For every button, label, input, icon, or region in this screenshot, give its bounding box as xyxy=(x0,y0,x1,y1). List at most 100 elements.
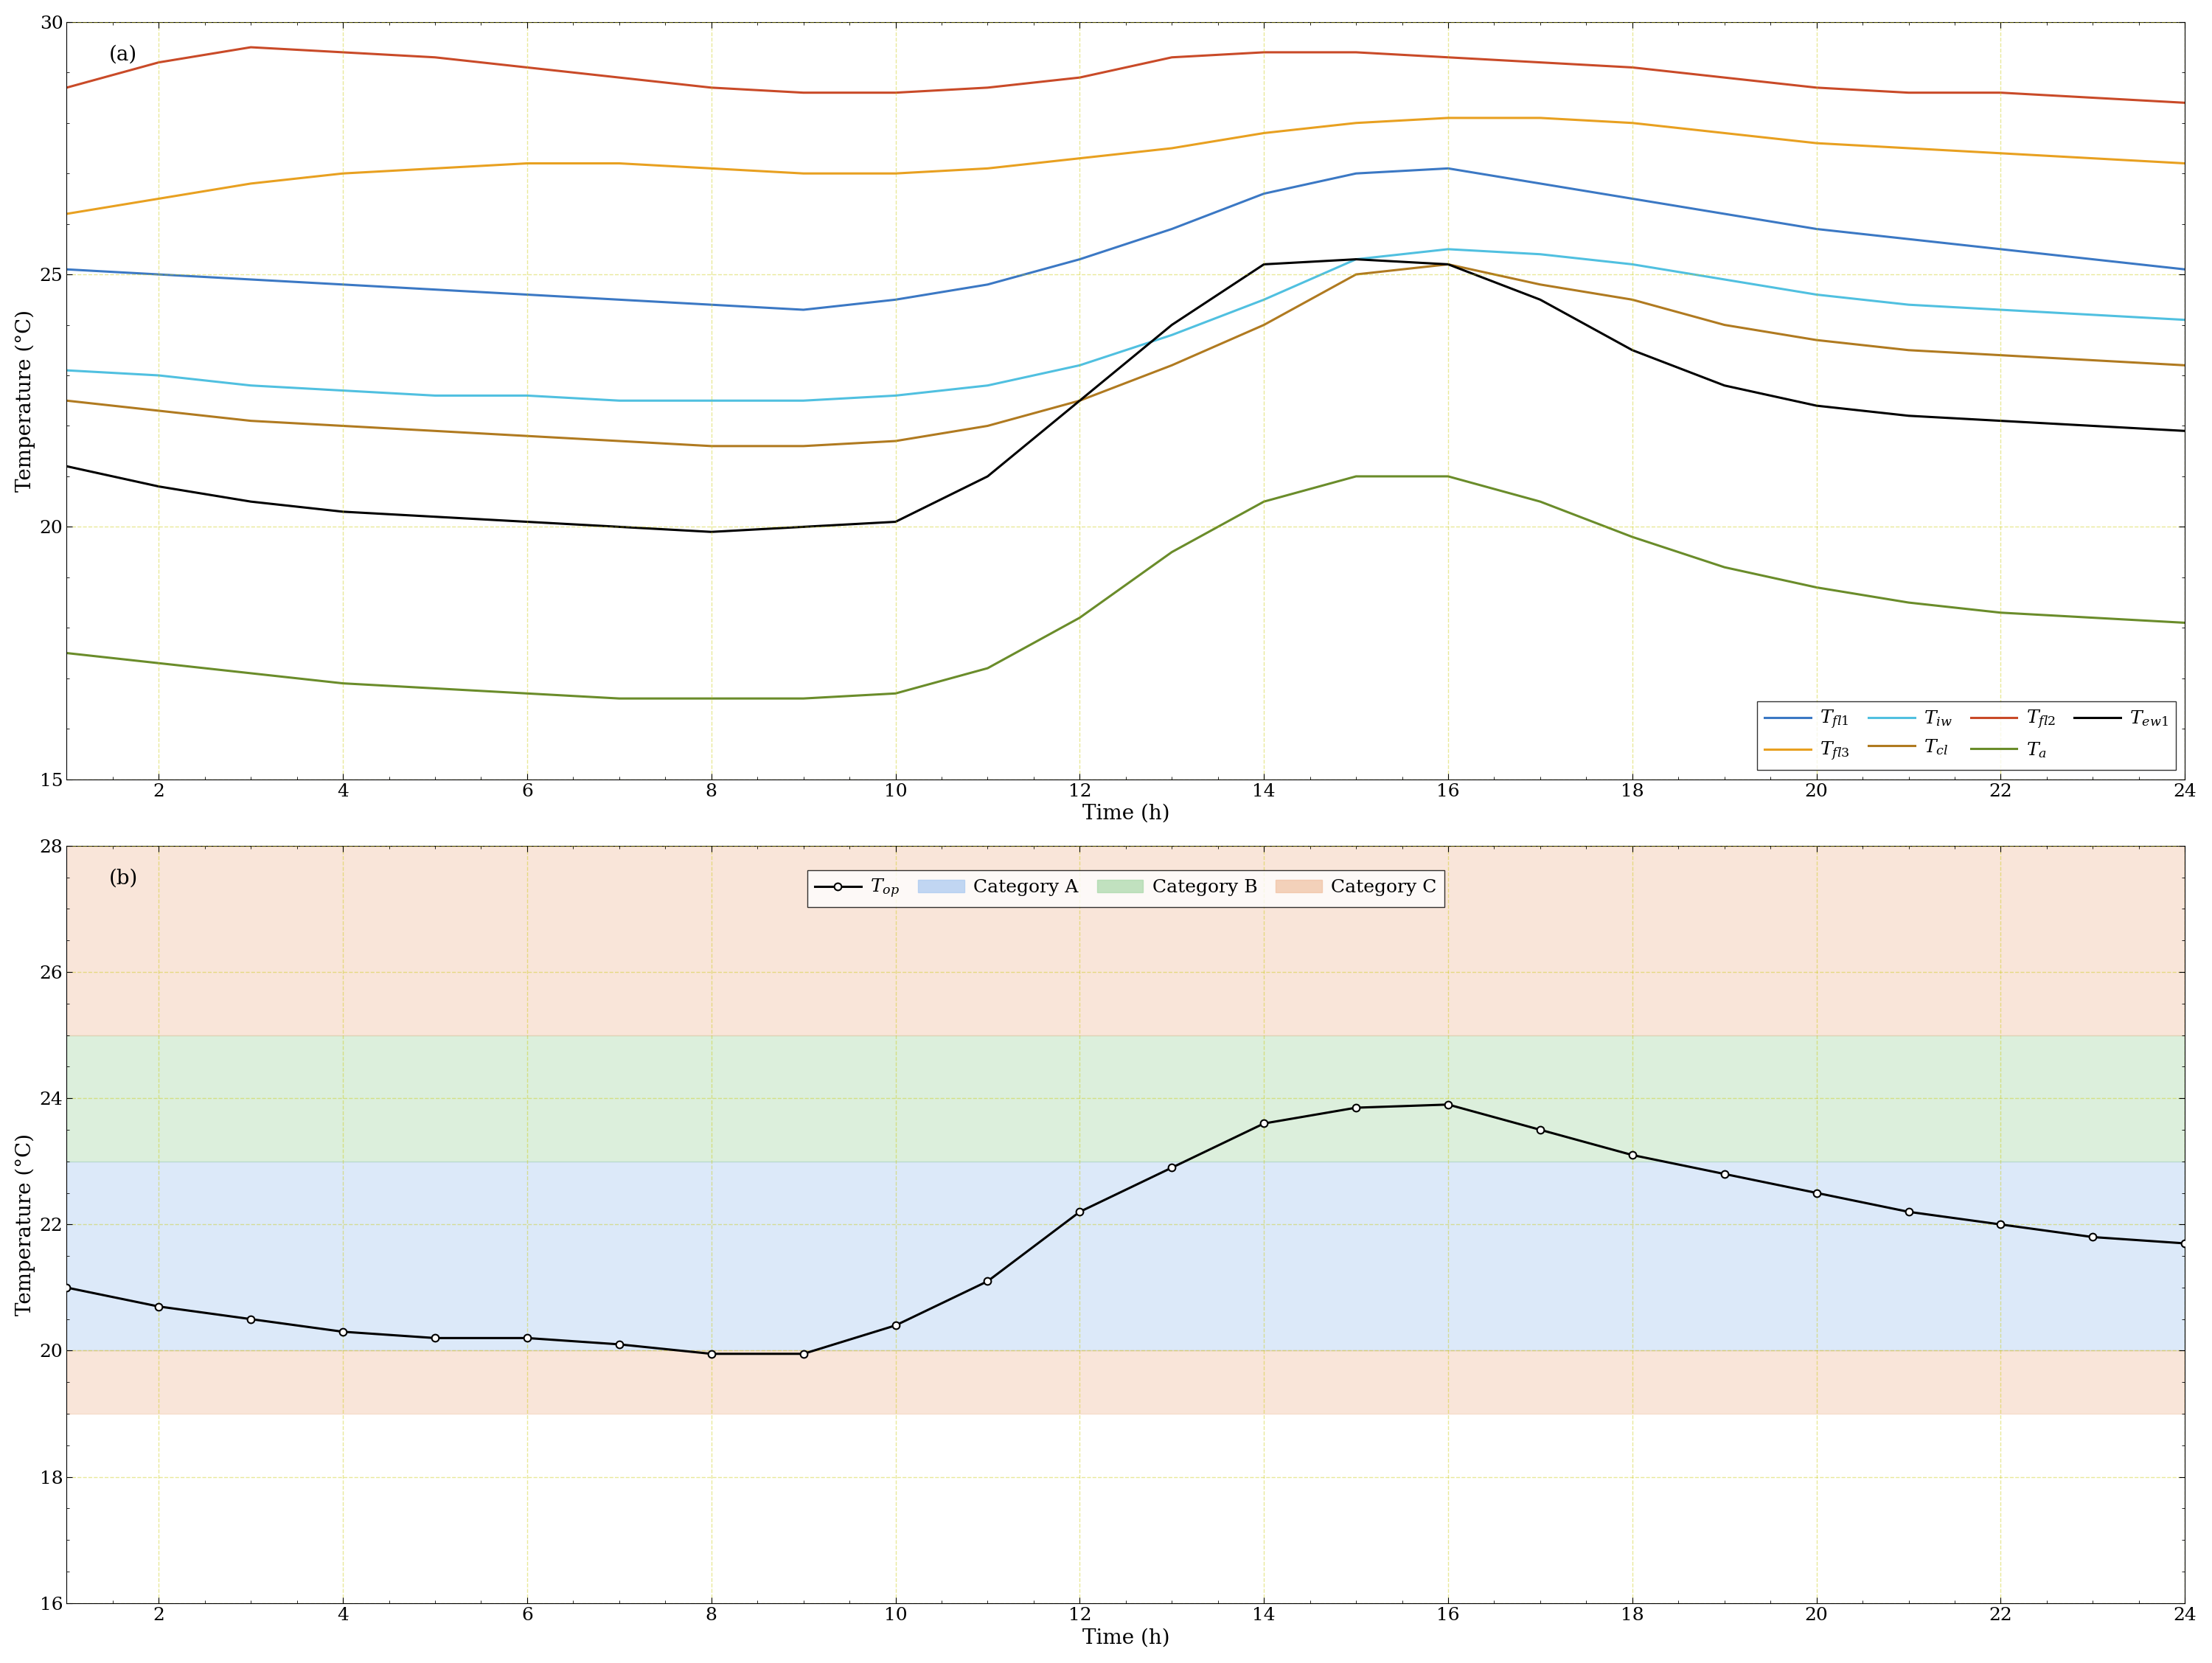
$T_{ew1}$ xyxy=(1526,289,1553,309)
$T_{ew1}$ xyxy=(1619,341,1646,361)
$T_{ew1}$ xyxy=(1250,254,1276,274)
$T_{a}$ xyxy=(1526,492,1553,512)
$T_{fl2}$ xyxy=(1712,68,1739,88)
Bar xyxy=(66,846,2185,1034)
$T_{fl3}$ xyxy=(790,163,816,183)
$T_{fl2}$ xyxy=(2079,88,2106,108)
$T_{fl3}$ xyxy=(513,153,540,173)
$T_{iw}$ xyxy=(1803,284,1829,304)
$T_{fl3}$ xyxy=(606,153,633,173)
$T_{fl2}$ xyxy=(53,78,80,98)
$T_{fl2}$ xyxy=(699,78,726,98)
$T_{fl2}$ xyxy=(422,47,449,67)
$T_{fl1}$ xyxy=(790,299,816,319)
$T_{fl2}$ xyxy=(1343,42,1369,62)
X-axis label: Time (h): Time (h) xyxy=(1082,803,1170,823)
$T_{ew1}$ xyxy=(422,507,449,527)
$T_{iw}$ xyxy=(883,386,909,406)
$T_{fl1}$ xyxy=(1066,249,1093,269)
X-axis label: Time (h): Time (h) xyxy=(1082,1628,1170,1648)
$T_{cl}$ xyxy=(699,436,726,456)
$T_{a}$ xyxy=(1986,602,2013,622)
$T_{fl2}$ xyxy=(330,42,356,62)
$T_{fl3}$ xyxy=(2079,148,2106,168)
$T_{cl}$ xyxy=(790,436,816,456)
$T_{a}$ xyxy=(1436,466,1462,486)
$T_{fl1}$ xyxy=(146,264,173,284)
Text: (a): (a) xyxy=(108,45,137,65)
$T_{fl2}$ xyxy=(237,37,263,57)
$T_{fl1}$ xyxy=(1712,205,1739,225)
$T_{iw}$ xyxy=(1159,324,1186,344)
$T_{ew1}$ xyxy=(883,512,909,532)
$T_{iw}$ xyxy=(513,386,540,406)
$T_{fl1}$ xyxy=(1436,158,1462,178)
$T_{cl}$ xyxy=(2079,351,2106,371)
$T_{cl}$ xyxy=(1436,254,1462,274)
$T_{cl}$ xyxy=(1986,346,2013,366)
$T_{fl3}$ xyxy=(973,158,1000,178)
$T_{iw}$ xyxy=(146,366,173,386)
$T_{a}$ xyxy=(1159,542,1186,562)
$T_{a}$ xyxy=(699,688,726,708)
$T_{iw}$ xyxy=(2172,309,2199,329)
$T_{ew1}$ xyxy=(606,517,633,537)
$T_{ew1}$ xyxy=(1343,249,1369,269)
$T_{fl3}$ xyxy=(1066,148,1093,168)
$T_{fl1}$ xyxy=(606,289,633,309)
$T_{cl}$ xyxy=(1526,274,1553,294)
$T_{iw}$ xyxy=(1436,239,1462,259)
$T_{a}$ xyxy=(1619,527,1646,547)
$T_{ew1}$ xyxy=(237,492,263,512)
$T_{fl3}$ xyxy=(237,173,263,193)
$T_{a}$ xyxy=(330,674,356,693)
$T_{iw}$ xyxy=(1526,244,1553,264)
$T_{a}$ xyxy=(513,683,540,703)
$T_{fl3}$ xyxy=(146,188,173,208)
$T_{cl}$ xyxy=(1250,314,1276,334)
$T_{ew1}$ xyxy=(973,466,1000,486)
$T_{a}$ xyxy=(1896,592,1922,612)
$T_{a}$ xyxy=(1343,466,1369,486)
$T_{fl2}$ xyxy=(1986,83,2013,103)
$T_{fl1}$ xyxy=(1250,183,1276,203)
$T_{cl}$ xyxy=(1159,356,1186,376)
$T_{fl1}$ xyxy=(422,279,449,299)
$T_{ew1}$ xyxy=(1986,411,2013,431)
$T_{iw}$ xyxy=(1619,254,1646,274)
$T_{fl2}$ xyxy=(1159,47,1186,67)
Y-axis label: Temperature (°C): Temperature (°C) xyxy=(15,1133,35,1315)
Line: $T_{a}$: $T_{a}$ xyxy=(66,476,2185,698)
$T_{fl1}$ xyxy=(1526,173,1553,193)
$T_{fl2}$ xyxy=(1896,83,1922,103)
$T_{iw}$ xyxy=(973,376,1000,396)
$T_{fl1}$ xyxy=(1343,163,1369,183)
$T_{fl1}$ xyxy=(1986,239,2013,259)
$T_{iw}$ xyxy=(1066,356,1093,376)
Line: $T_{fl3}$: $T_{fl3}$ xyxy=(66,118,2185,215)
Line: $T_{fl1}$: $T_{fl1}$ xyxy=(66,168,2185,309)
$T_{iw}$ xyxy=(2079,304,2106,324)
$T_{ew1}$ xyxy=(1436,254,1462,274)
$T_{a}$ xyxy=(146,654,173,674)
$T_{fl2}$ xyxy=(1436,47,1462,67)
$T_{ew1}$ xyxy=(513,512,540,532)
$T_{a}$ xyxy=(606,688,633,708)
$T_{ew1}$ xyxy=(1712,376,1739,396)
$T_{fl3}$ xyxy=(422,158,449,178)
$T_{fl1}$ xyxy=(330,274,356,294)
$T_{ew1}$ xyxy=(1803,396,1829,416)
$T_{fl3}$ xyxy=(53,205,80,225)
$T_{cl}$ xyxy=(2172,356,2199,376)
$T_{fl2}$ xyxy=(973,78,1000,98)
$T_{iw}$ xyxy=(237,376,263,396)
$T_{fl2}$ xyxy=(513,58,540,78)
$T_{cl}$ xyxy=(1712,314,1739,334)
$T_{ew1}$ xyxy=(2172,421,2199,441)
$T_{a}$ xyxy=(883,683,909,703)
$T_{fl3}$ xyxy=(1803,133,1829,153)
$T_{iw}$ xyxy=(1712,269,1739,289)
$T_{a}$ xyxy=(790,688,816,708)
$T_{fl1}$ xyxy=(973,274,1000,294)
$T_{cl}$ xyxy=(237,411,263,431)
